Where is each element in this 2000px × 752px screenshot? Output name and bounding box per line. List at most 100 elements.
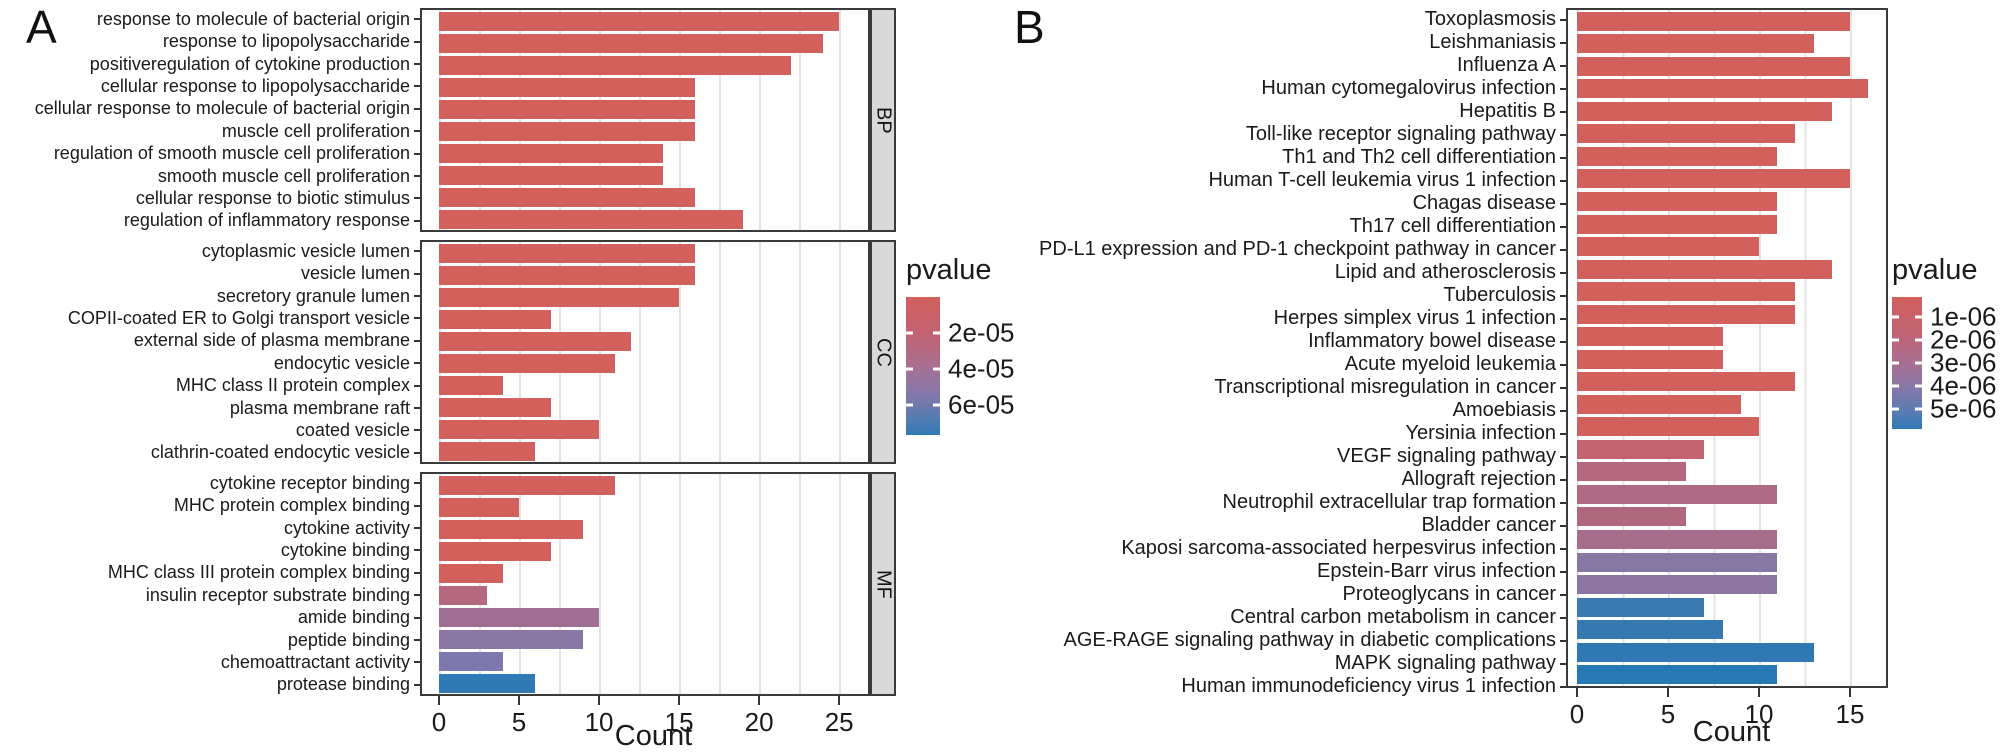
bar <box>1577 34 1814 54</box>
y-axis-tick <box>1560 64 1566 67</box>
legend-tick <box>1915 315 1922 319</box>
bar-row <box>1577 33 1886 56</box>
y-axis-tick <box>414 40 420 43</box>
category-label: MHC class II protein complex <box>0 374 420 396</box>
y-axis-tick <box>1560 18 1566 21</box>
legend-tick <box>1892 315 1899 319</box>
bar-row <box>439 396 868 418</box>
y-axis-tick <box>1560 455 1566 458</box>
panel-b-x-axis-title: Count <box>1692 716 1771 748</box>
facet-plot-area <box>420 8 870 232</box>
facet-bars <box>439 474 868 694</box>
legend-tick <box>1915 338 1922 342</box>
category-label-text: VEGF signaling pathway <box>1336 445 1556 467</box>
category-label: response to lipopolysaccharide <box>0 30 420 52</box>
category-label-text: Neutrophil extracellular trap formation <box>1222 491 1557 513</box>
category-label: MHC class III protein complex binding <box>0 562 420 584</box>
bar <box>1577 349 1723 369</box>
category-label: cytokine binding <box>0 539 420 561</box>
bar-row <box>439 286 868 308</box>
category-label-text: positiveregulation of cytokine productio… <box>89 53 410 74</box>
y-axis-tick <box>414 317 420 320</box>
category-label: coated vesicle <box>0 419 420 441</box>
category-label: Amoebiasis <box>1010 399 1566 422</box>
category-label: response to molecule of bacterial origin <box>0 8 420 30</box>
y-axis-tick <box>414 384 420 387</box>
bar <box>439 375 504 395</box>
bar <box>1577 575 1778 595</box>
panel-b-legend-title: pvalue <box>1892 254 1978 286</box>
bar-row <box>1577 325 1886 348</box>
category-label: chemoattractant activity <box>0 651 420 673</box>
panel-a-x-axis-title: Count <box>614 720 693 752</box>
category-label: AGE-RAGE signaling pathway in diabetic c… <box>1010 629 1566 652</box>
category-label: cellular response to lipopolysaccharide <box>0 75 420 97</box>
bar-row <box>439 142 868 164</box>
legend-tick-label: 4e-05 <box>948 353 1015 384</box>
bar <box>439 563 504 583</box>
bar <box>1577 462 1687 482</box>
category-label: Epstein-Barr virus infection <box>1010 560 1566 583</box>
x-axis-tick <box>438 696 440 705</box>
y-axis-tick <box>1560 685 1566 688</box>
bar-row <box>1577 528 1886 551</box>
y-axis-tick <box>1560 662 1566 665</box>
category-label-text: Allograft rejection <box>1401 468 1556 490</box>
category-label: PD-L1 expression and PD-1 checkpoint pat… <box>1010 238 1566 261</box>
category-label: MAPK signaling pathway <box>1010 652 1566 675</box>
category-label-text: external side of plasma membrane <box>133 330 410 351</box>
category-label-text: Human immunodeficiency virus 1 infection <box>1181 675 1556 697</box>
facet-strip-label: CC <box>870 240 896 464</box>
y-axis-tick <box>414 594 420 597</box>
y-axis-tick <box>1560 156 1566 159</box>
y-axis-tick <box>1560 133 1566 136</box>
facet-bp: response to molecule of bacterial origin… <box>0 8 896 232</box>
x-axis-tick <box>518 696 521 705</box>
category-label: Bladder cancer <box>1010 514 1566 537</box>
legend-tick <box>933 367 940 371</box>
y-axis-tick <box>414 683 420 686</box>
category-label: positiveregulation of cytokine productio… <box>0 53 420 75</box>
category-label-text: PD-L1 expression and PD-1 checkpoint pat… <box>1039 238 1556 260</box>
y-axis-tick <box>414 130 420 133</box>
category-label: Th1 and Th2 cell differentiation <box>1010 146 1566 169</box>
category-label: cellular response to biotic stimulus <box>0 187 420 209</box>
category-label-text: Th1 and Th2 cell differentiation <box>1282 146 1556 168</box>
category-label: Influenza A <box>1010 54 1566 77</box>
x-axis-tick-label: 10 <box>584 707 614 737</box>
bar-row <box>439 330 868 352</box>
bar <box>1577 529 1778 549</box>
bar-row <box>439 518 868 540</box>
bar <box>439 209 744 229</box>
panel-b-pvalue-legend: pvalue 1e-06 2e-06 3e-06 4e-06 5e-06 <box>1892 254 2000 429</box>
x-axis-tick <box>598 696 601 705</box>
y-axis-tick <box>414 107 420 110</box>
category-label: Herpes simplex virus 1 infection <box>1010 307 1566 330</box>
legend-tick <box>1892 361 1899 365</box>
facet-mf: cytokine receptor binding MHC protein com… <box>0 472 896 696</box>
category-label-text: Chagas disease <box>1412 192 1556 214</box>
category-label-text: cytokine receptor binding <box>209 472 410 493</box>
y-axis-tick <box>1560 294 1566 297</box>
x-axis-tick <box>1666 688 1669 697</box>
legend-tick-label: 5e-06 <box>1930 393 1997 424</box>
category-label-text: amide binding <box>297 607 410 628</box>
facet-category-labels: response to molecule of bacterial origin… <box>0 8 420 232</box>
y-axis-tick <box>414 152 420 155</box>
category-label: regulation of inflammatory response <box>0 210 420 232</box>
y-axis-tick <box>1560 340 1566 343</box>
category-label: cytoplasmic vesicle lumen <box>0 240 420 262</box>
bar <box>1577 394 1741 414</box>
category-label: vesicle lumen <box>0 262 420 284</box>
y-axis-tick <box>414 429 420 432</box>
legend-tick <box>906 403 913 407</box>
bar-row <box>439 208 868 230</box>
legend-tick <box>906 367 913 371</box>
category-label: Chagas disease <box>1010 192 1566 215</box>
bar <box>1577 79 1869 99</box>
category-label-text: response to molecule of bacterial origin <box>96 8 410 29</box>
x-axis-tick-label: 10 <box>1744 699 1774 729</box>
x-axis-tick <box>838 696 841 705</box>
bar-row <box>439 10 868 32</box>
category-label-text: plasma membrane raft <box>229 397 410 418</box>
